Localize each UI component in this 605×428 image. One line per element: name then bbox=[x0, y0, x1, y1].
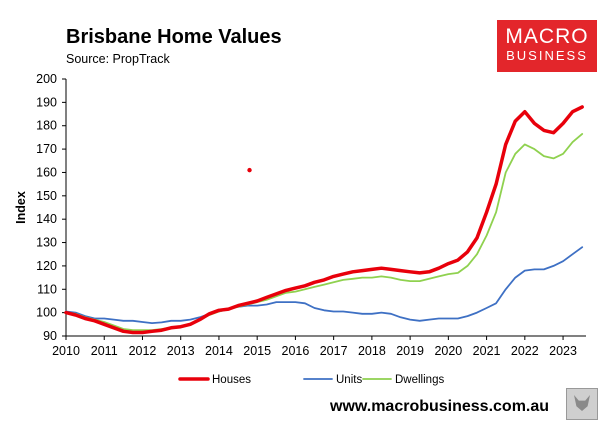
y-axis-title: Index bbox=[14, 191, 28, 224]
x-tick-label: 2022 bbox=[511, 344, 539, 358]
chart-title: Brisbane Home Values bbox=[66, 26, 282, 48]
x-tick-label: 2023 bbox=[549, 344, 577, 358]
legend-label-dwellings: Dwellings bbox=[395, 374, 444, 386]
x-tick-label: 2010 bbox=[52, 344, 80, 358]
legend-label-houses: Houses bbox=[212, 374, 251, 386]
logo-line-1: MACRO bbox=[505, 25, 589, 48]
macrobusiness-logo: MACRO BUSINESS bbox=[497, 20, 597, 72]
x-tick-label: 2012 bbox=[129, 344, 157, 358]
y-tick-label: 110 bbox=[37, 282, 57, 296]
y-tick-label: 120 bbox=[36, 259, 57, 273]
chart-source: Source: PropTrack bbox=[66, 52, 170, 66]
y-tick-label: 90 bbox=[43, 329, 57, 343]
x-tick-label: 2018 bbox=[358, 344, 386, 358]
x-tick-label: 2021 bbox=[473, 344, 501, 358]
x-tick-label: 2011 bbox=[91, 344, 118, 358]
series-line-dwellings bbox=[65, 133, 584, 332]
y-tick-label: 190 bbox=[36, 95, 57, 109]
y-tick-label: 170 bbox=[36, 142, 57, 156]
x-tick-label: 2013 bbox=[167, 344, 195, 358]
legend-label-units: Units bbox=[336, 374, 362, 386]
x-tick-label: 2015 bbox=[243, 344, 271, 358]
footer-url: www.macrobusiness.com.au bbox=[330, 398, 550, 415]
y-tick-label: 130 bbox=[36, 236, 57, 250]
outlier-point bbox=[247, 167, 252, 173]
series-line-houses bbox=[64, 105, 584, 335]
x-tick-label: 2020 bbox=[434, 344, 462, 358]
y-tick-label: 140 bbox=[36, 212, 57, 226]
x-tick-label: 2019 bbox=[396, 344, 424, 358]
y-tick-label: 200 bbox=[36, 72, 57, 86]
x-tick-label: 2017 bbox=[320, 344, 348, 358]
y-tick-label: 160 bbox=[36, 165, 57, 179]
wolf-logo-icon bbox=[566, 388, 598, 420]
y-tick-label: 100 bbox=[36, 306, 57, 320]
x-tick-label: 2016 bbox=[282, 344, 310, 358]
series-line-units bbox=[65, 246, 584, 324]
y-tick-label: 150 bbox=[36, 189, 57, 203]
y-tick-label: 180 bbox=[36, 119, 57, 133]
x-tick-label: 2014 bbox=[205, 344, 233, 358]
logo-line-2: BUSINESS bbox=[506, 48, 588, 63]
